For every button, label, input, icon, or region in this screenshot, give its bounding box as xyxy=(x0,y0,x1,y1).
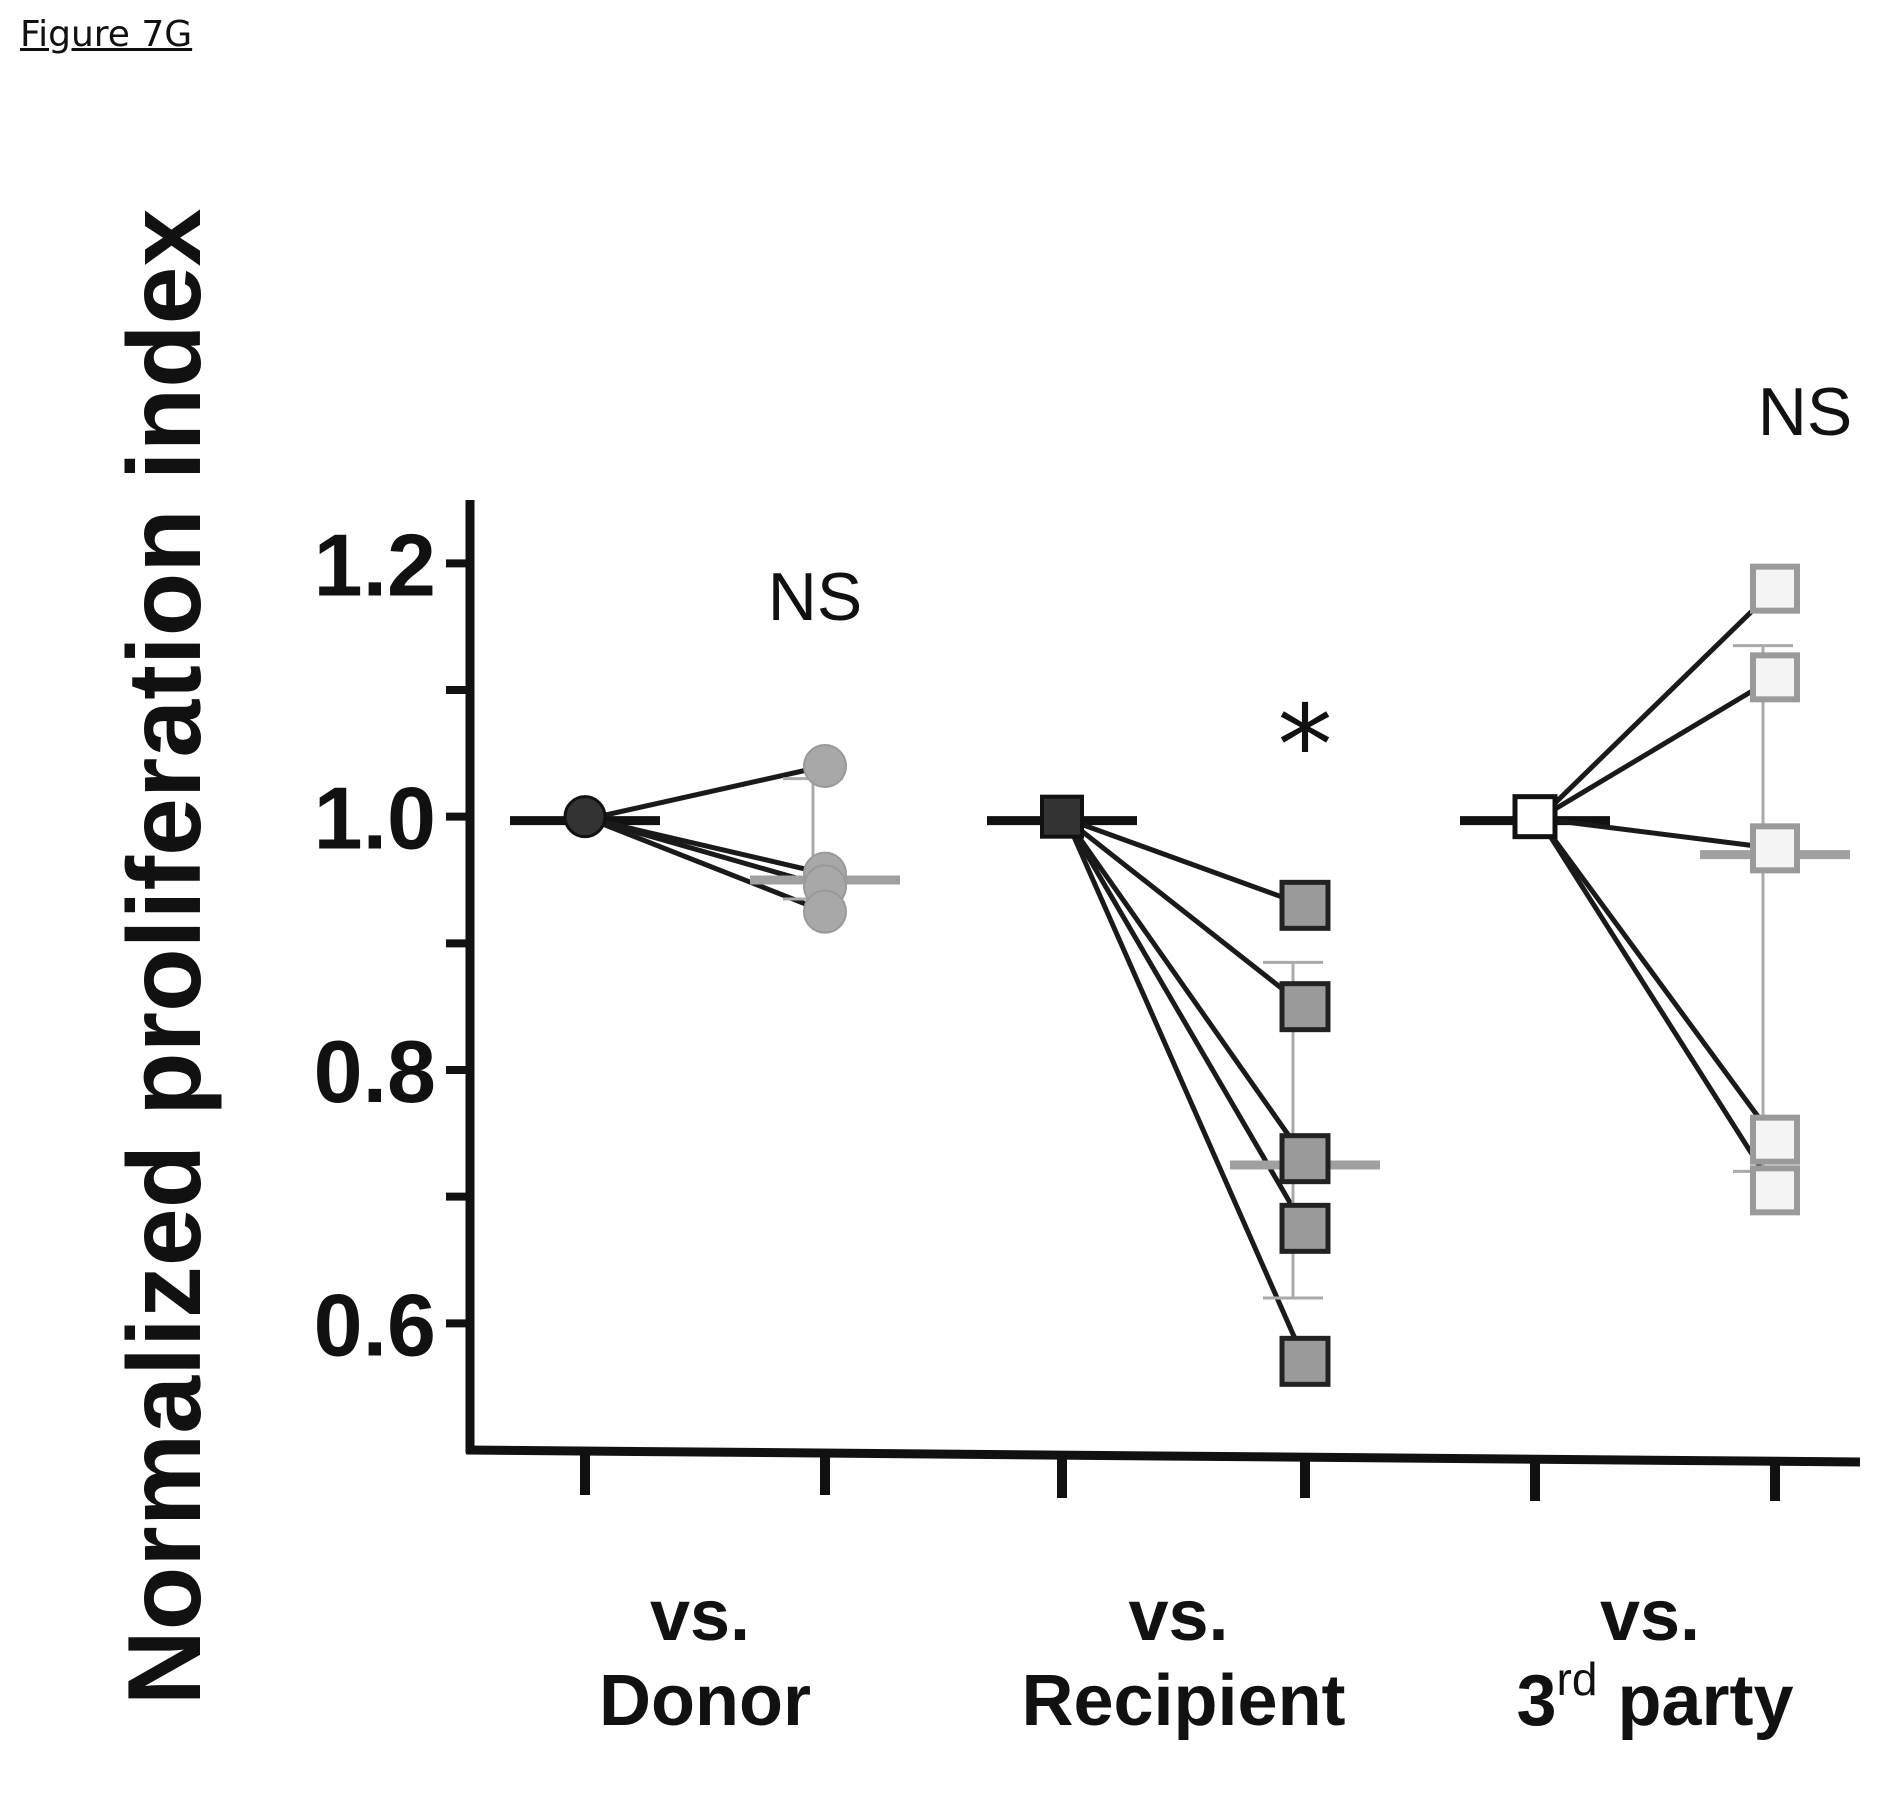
data-point xyxy=(803,889,847,934)
paired-line xyxy=(1537,675,1777,821)
category-label-line2: Donor xyxy=(599,1661,811,1741)
data-point xyxy=(1279,1202,1331,1254)
data-point xyxy=(1279,981,1331,1033)
category-label-line1: vs. xyxy=(1128,1576,1228,1656)
baseline-point xyxy=(1040,794,1084,839)
data-point xyxy=(1279,1133,1331,1185)
paired-line xyxy=(1063,817,1308,1363)
figure-label: Figure 7G xyxy=(20,14,193,55)
y-tick-label: 1.2 xyxy=(314,515,436,614)
y-axis-label: Normalized proliferation index xyxy=(107,209,223,1706)
category-label-line1: vs. xyxy=(1600,1576,1700,1656)
x-axis-line xyxy=(465,1445,1861,1467)
paired-line xyxy=(588,816,826,889)
paired-line xyxy=(1538,816,1776,851)
category-label-main: Recipient xyxy=(1021,1661,1345,1741)
data-point xyxy=(1750,563,1800,614)
data-point xyxy=(803,744,847,788)
data-point xyxy=(1279,879,1331,931)
paired-line xyxy=(1537,586,1777,821)
data-point xyxy=(1279,1335,1331,1387)
paired-line xyxy=(1064,816,1307,1009)
paired-line xyxy=(1065,816,1306,908)
paired-line xyxy=(588,763,826,822)
data-point xyxy=(1750,1165,1800,1216)
category-label-rest: party xyxy=(1597,1661,1793,1741)
data-point xyxy=(1750,823,1800,874)
baseline-point xyxy=(563,795,607,839)
category-label-superscript: rd xyxy=(1557,1653,1598,1705)
category-label-main: Donor xyxy=(599,1661,811,1741)
baseline-point xyxy=(1512,794,1558,840)
paired-line xyxy=(1063,817,1308,1230)
paired-line xyxy=(1536,817,1778,1192)
data-point xyxy=(1750,1114,1800,1165)
category-label-line2: 3rd party xyxy=(1516,1653,1793,1741)
y-tick-label: 1.0 xyxy=(314,769,436,868)
category-label-line1: vs. xyxy=(650,1576,750,1656)
category-label-line2: Recipient xyxy=(1021,1661,1345,1741)
paired-line xyxy=(1063,817,1308,1161)
significance-star: * xyxy=(1278,681,1333,809)
paired-line xyxy=(1536,817,1778,1142)
data-point xyxy=(1750,652,1800,703)
significance-ns: NS xyxy=(768,559,862,635)
y-tick-label: 0.6 xyxy=(314,1275,436,1374)
significance-ns: NS xyxy=(1758,374,1852,450)
y-tick-label: 0.8 xyxy=(314,1022,436,1121)
category-label-main: 3 xyxy=(1516,1661,1556,1741)
paired-line xyxy=(588,816,826,914)
